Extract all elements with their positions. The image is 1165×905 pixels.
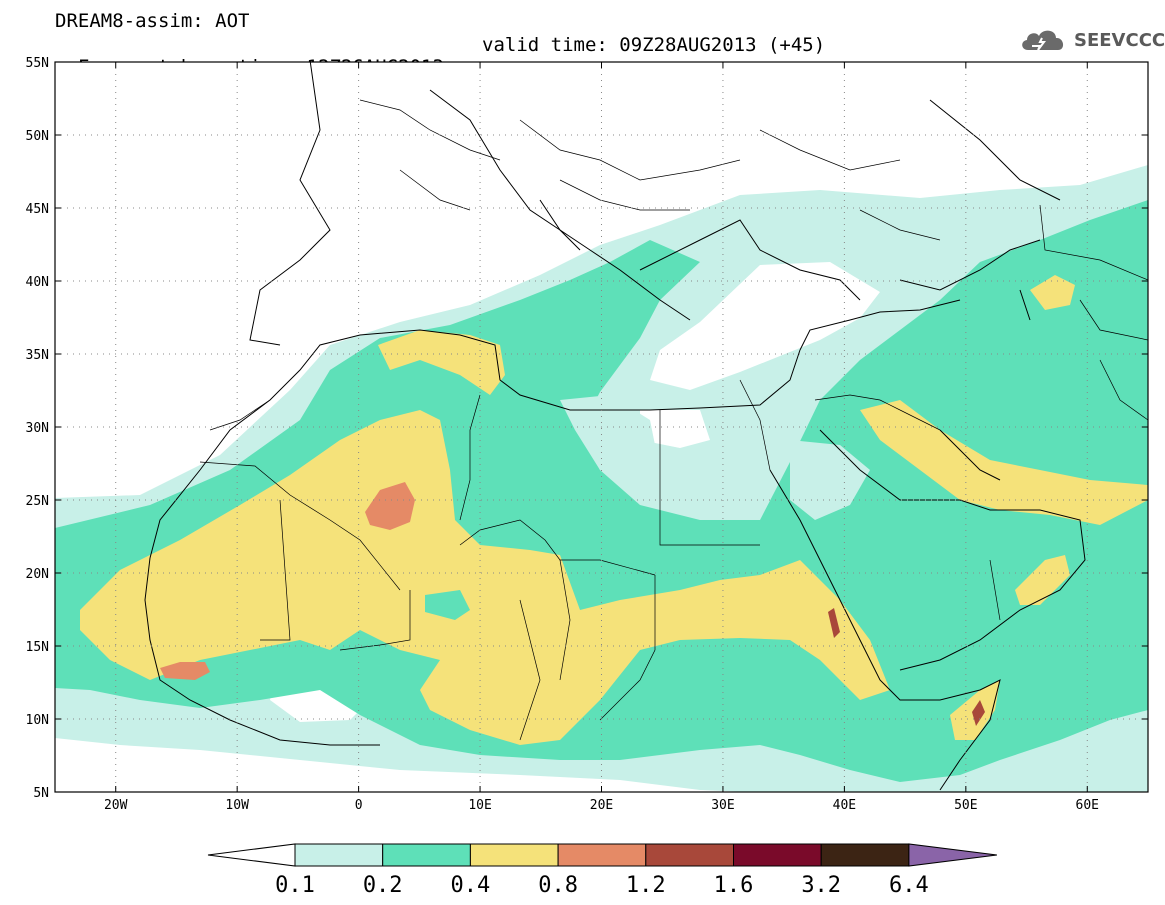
lon-tick-label: 20E bbox=[590, 798, 613, 813]
aot-contour-0.4-0.8-oman bbox=[1015, 555, 1070, 605]
clean-air-area-egypt bbox=[640, 410, 710, 448]
lon-tick-label: 30E bbox=[711, 798, 734, 813]
latitude-ticks: 55N 50N 45N 40N 35N 30N 25N 20N 15N 10N 5N bbox=[26, 56, 1148, 801]
lat-tick-label: 10N bbox=[26, 713, 49, 728]
map-field bbox=[55, 62, 1148, 792]
lon-tick-label: 40E bbox=[833, 798, 856, 813]
lat-tick-label: 50N bbox=[26, 129, 49, 144]
forecast-valid-time: valid time: 09Z28AUG2013 (+45) bbox=[482, 34, 826, 56]
colorbar-label: 0.1 bbox=[275, 873, 315, 898]
logo-text: SEEVCCC bbox=[1074, 30, 1165, 51]
aot-contour-0.8-1.2-senegal bbox=[160, 662, 210, 680]
lat-tick-label: 20N bbox=[26, 567, 49, 582]
colorbar-label: 3.2 bbox=[801, 873, 841, 898]
lat-tick-label: 40N bbox=[26, 275, 49, 290]
lat-tick-label: 5N bbox=[33, 786, 49, 801]
aot-contour-0.4-0.8-gulf bbox=[860, 400, 1148, 525]
aot-inner-0.1-0.2-med bbox=[560, 395, 660, 500]
longitude-ticks: 20W 10W 0 10E 20E 30E 40E 50E 60E bbox=[104, 62, 1099, 813]
aot-contour-0.4-0.8-north-africa bbox=[378, 330, 505, 395]
aot-contour-1.2-1.6-red-sea bbox=[828, 608, 840, 638]
colorbar-bin bbox=[469, 843, 559, 867]
lon-tick-label: 10E bbox=[468, 798, 491, 813]
colorbar-label: 1.2 bbox=[626, 873, 666, 898]
lat-tick-label: 15N bbox=[26, 640, 49, 655]
colorbar-above-triangle bbox=[908, 843, 997, 867]
colorbar-label: 6.4 bbox=[889, 873, 929, 898]
lon-tick-label: 60E bbox=[1076, 798, 1099, 813]
aot-contour-1.2-1.6-somalia bbox=[972, 700, 985, 726]
colorbar: 0.1 0.2 0.4 0.8 1.2 1.6 3.2 6.4 bbox=[207, 843, 997, 898]
cloud-logo-icon bbox=[1022, 30, 1064, 51]
lat-tick-label: 45N bbox=[26, 202, 49, 217]
colorbar-bin bbox=[733, 843, 822, 867]
map-title: DREAM8-assim: AOT bbox=[55, 10, 250, 32]
aot-inner-0.2-0.4-sahel bbox=[425, 590, 470, 620]
aot-contour-0.4-0.8-caspian bbox=[1030, 275, 1075, 310]
lat-tick-label: 35N bbox=[26, 348, 49, 363]
colorbar-bin bbox=[557, 843, 647, 867]
colorbar-bin bbox=[645, 843, 734, 867]
lat-tick-label: 55N bbox=[26, 56, 49, 71]
seevccc-logo: SEEVCCC bbox=[1018, 24, 1165, 56]
lon-tick-label: 10W bbox=[225, 798, 249, 813]
aot-contour-0.8-1.2-algeria bbox=[365, 482, 415, 530]
colorbar-bin bbox=[820, 843, 910, 867]
lat-tick-label: 30N bbox=[26, 421, 49, 436]
colorbar-label: 0.8 bbox=[538, 873, 578, 898]
colorbar-bin bbox=[382, 843, 471, 867]
aot-contour-0.4-0.8-sahara bbox=[80, 410, 890, 745]
coastlines bbox=[144, 62, 1086, 791]
lon-tick-label: 20W bbox=[104, 798, 128, 813]
colorbar-label: 1.6 bbox=[714, 873, 754, 898]
colorbar-label: 0.2 bbox=[363, 873, 403, 898]
lon-tick-label: 50E bbox=[954, 798, 977, 813]
colorbar-bin bbox=[294, 843, 384, 867]
colorbar-label: 0.4 bbox=[451, 873, 491, 898]
clean-air-area-eastern-med bbox=[650, 262, 880, 390]
colorbar-below-triangle bbox=[207, 843, 296, 867]
lat-tick-label: 25N bbox=[26, 494, 49, 509]
lon-tick-label: 0 bbox=[355, 798, 363, 813]
